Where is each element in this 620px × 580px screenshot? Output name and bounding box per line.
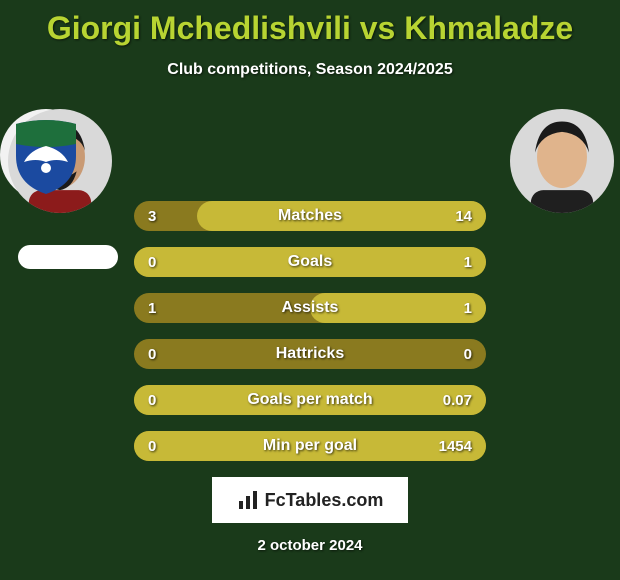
club-left-logo — [18, 245, 118, 269]
club-right-shield-icon — [12, 116, 80, 194]
stat-value-left: 0 — [148, 339, 156, 369]
branding-badge: FcTables.com — [212, 477, 408, 523]
stat-value-right: 0 — [464, 339, 472, 369]
stat-bar: 0 0Hattricks — [134, 339, 486, 369]
comparison-panel: 314Matches 01Goals 11Assists 0 0Hattricks 00.… — [0, 109, 620, 554]
player-right-portrait-icon — [510, 109, 614, 213]
stat-value-left: 3 — [148, 201, 156, 231]
date-text: 2 october 2024 — [0, 537, 620, 554]
stat-bar-fill — [197, 201, 486, 231]
stat-value-left: 1 — [148, 293, 156, 323]
player-right-avatar — [510, 109, 614, 213]
subtitle: Club competitions, Season 2024/2025 — [0, 61, 620, 79]
stat-bar: 314Matches — [134, 201, 486, 231]
stat-bars: 314Matches 01Goals 11Assists 0 0Hattricks 00.… — [134, 201, 486, 461]
stat-bar-fill — [134, 431, 486, 461]
stat-bar-fill — [134, 247, 486, 277]
branding-text: FcTables.com — [265, 490, 384, 511]
stat-bar-fill — [310, 293, 486, 323]
stat-label: Hattricks — [134, 339, 486, 369]
stat-bar: 00.07Goals per match — [134, 385, 486, 415]
stat-bar: 01454Min per goal — [134, 431, 486, 461]
club-right-logo — [0, 109, 92, 201]
page-title: Giorgi Mchedlishvili vs Khmaladze — [0, 0, 620, 47]
stat-bar-fill — [134, 385, 486, 415]
stat-bar: 11Assists — [134, 293, 486, 323]
branding-chart-icon — [237, 489, 259, 511]
stat-bar: 01Goals — [134, 247, 486, 277]
